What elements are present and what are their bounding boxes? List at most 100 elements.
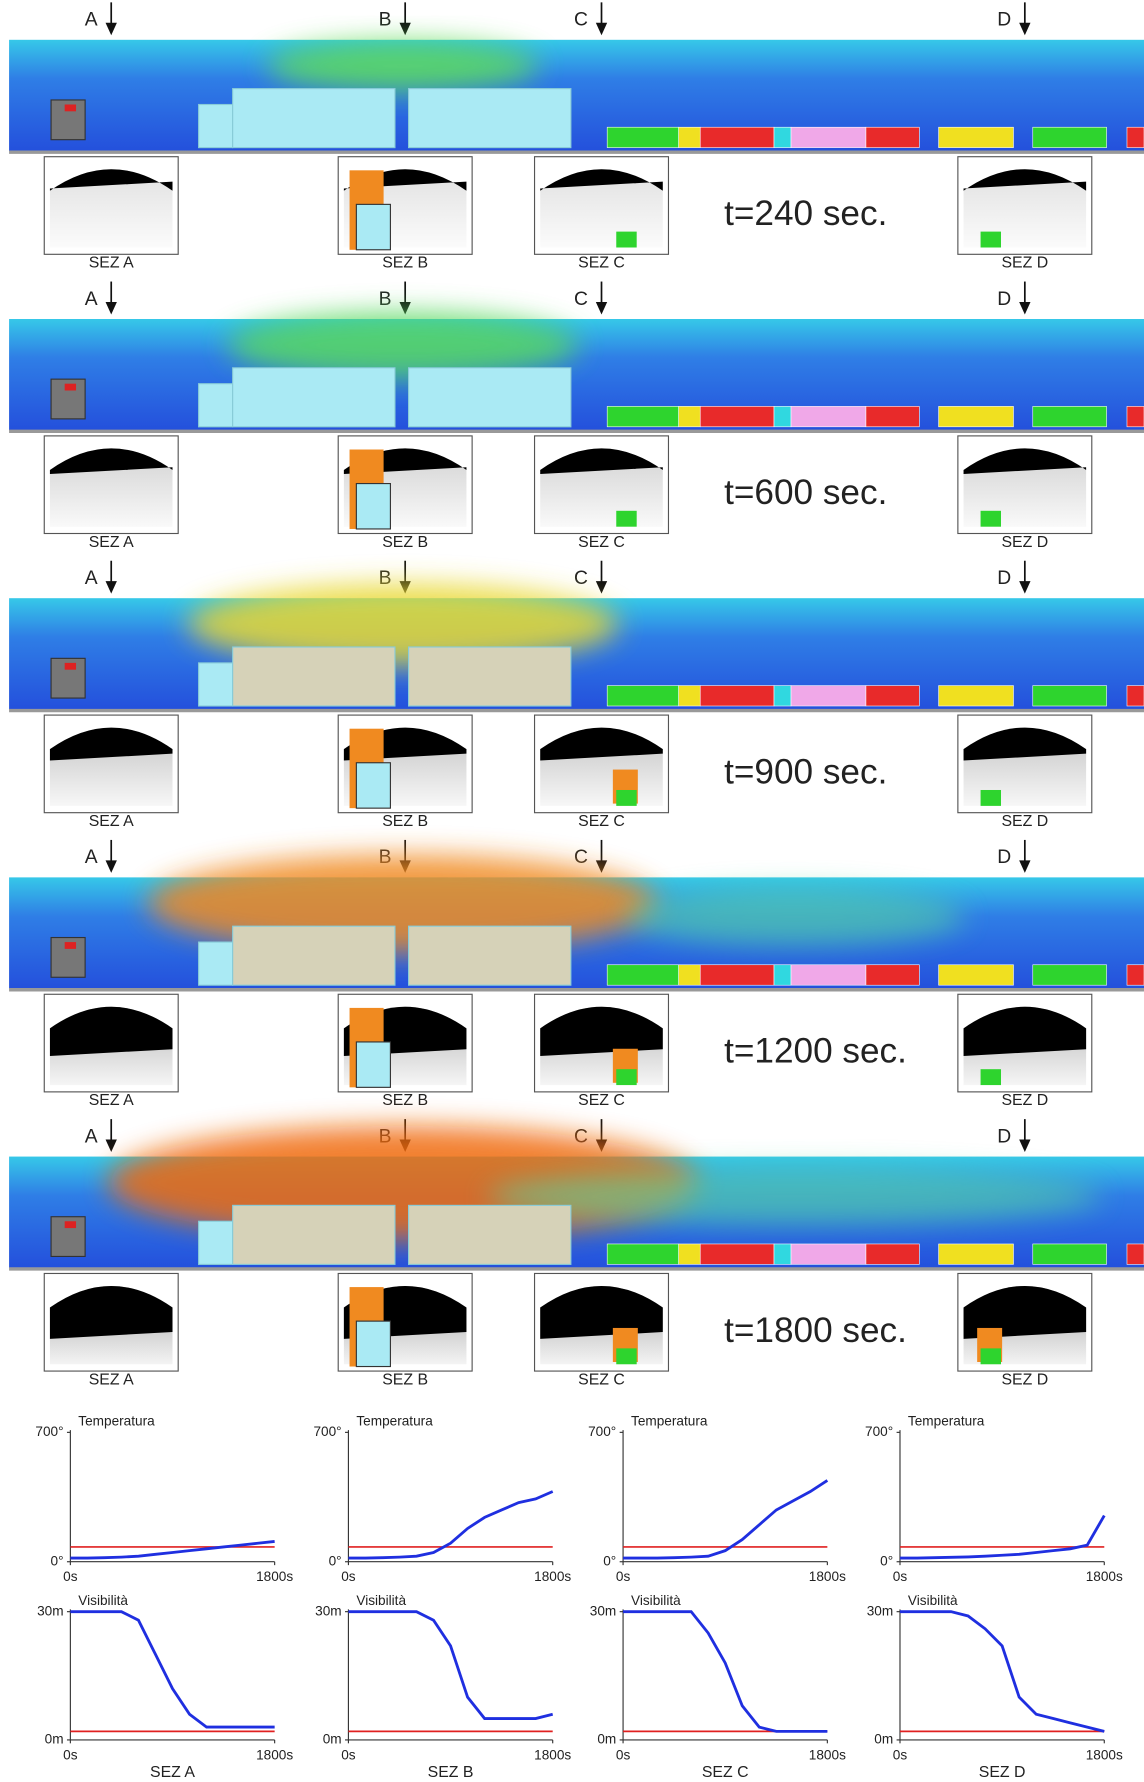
section-marker: A — [85, 847, 98, 868]
marker-arrow-head — [596, 23, 607, 35]
vehicle — [866, 686, 919, 706]
chart-title: Visibilità — [78, 1593, 128, 1608]
section-marker: D — [997, 10, 1011, 31]
section-marker: A — [85, 10, 98, 31]
x-tick-label: 0s — [341, 1569, 356, 1584]
y-tick-label: 0° — [51, 1553, 64, 1568]
vehicle-section — [616, 232, 636, 248]
section-label: SEZ C — [578, 1371, 625, 1388]
vehicle-section — [981, 511, 1001, 527]
section-label: SEZ B — [382, 1371, 428, 1388]
x-tick-label: 0s — [616, 1747, 631, 1762]
vehicle-section — [616, 511, 636, 527]
marker-arrow-head — [106, 581, 117, 593]
section-marker: A — [85, 1126, 98, 1147]
train-car — [233, 647, 395, 706]
vehicle — [700, 965, 774, 985]
x-tick-label: 0s — [616, 1569, 631, 1584]
train-car — [409, 368, 571, 427]
exit-sign — [65, 1221, 76, 1228]
vehicle — [1127, 965, 1144, 985]
train-car — [409, 89, 571, 148]
vehicle — [866, 127, 919, 147]
section-label: SEZ D — [1001, 255, 1048, 272]
train-car — [233, 89, 395, 148]
vehicle — [774, 127, 791, 147]
time-label: t=240 sec. — [724, 194, 887, 233]
x-axis-label: SEZ C — [702, 1764, 749, 1781]
vehicle — [700, 127, 774, 147]
vehicle — [679, 965, 701, 985]
vehicle — [939, 965, 1014, 985]
vehicle — [866, 406, 919, 426]
time-label: t=1800 sec. — [724, 1311, 907, 1350]
section-label: SEZ A — [89, 813, 134, 830]
x-tick-label: 0s — [63, 1569, 78, 1584]
data-line — [70, 1612, 274, 1727]
section-label: SEZ B — [382, 813, 428, 830]
vehicle — [700, 406, 774, 426]
exit-sign — [65, 942, 76, 949]
section-label: SEZ B — [382, 1092, 428, 1109]
vehicle — [791, 406, 866, 426]
chart-title: Visibilità — [356, 1593, 406, 1608]
vehicle — [791, 686, 866, 706]
y-tick-label: 0m — [874, 1732, 893, 1747]
section-label: SEZ A — [89, 1092, 134, 1109]
vehicle — [1127, 1244, 1144, 1264]
vehicle — [774, 406, 791, 426]
y-tick-label: 30m — [315, 1603, 341, 1618]
train-car — [233, 926, 395, 985]
train-section — [356, 484, 390, 529]
vehicle — [939, 1244, 1014, 1264]
marker-arrow-head — [596, 581, 607, 593]
x-tick-label: 1800s — [1086, 1747, 1123, 1762]
train-car — [409, 1205, 571, 1264]
train-car — [199, 384, 233, 427]
x-tick-label: 0s — [63, 1747, 78, 1762]
x-tick-label: 0s — [893, 1747, 908, 1762]
section-marker: A — [85, 568, 98, 589]
section-marker: D — [997, 847, 1011, 868]
y-tick-label: 0° — [329, 1553, 342, 1568]
tunnel-panel — [9, 1126, 1144, 1268]
y-tick-label: 700° — [588, 1424, 616, 1439]
vehicle — [1033, 965, 1107, 985]
vehicle — [774, 1244, 791, 1264]
time-label: t=600 sec. — [724, 473, 887, 512]
time-label: t=900 sec. — [724, 752, 887, 791]
section-marker: D — [997, 289, 1011, 310]
chart-title: Temperatura — [908, 1414, 985, 1429]
marker-arrow-head — [1019, 1140, 1030, 1152]
x-tick-label: 1800s — [534, 1569, 571, 1584]
vehicle-section — [981, 1069, 1001, 1085]
smoke-plume — [148, 855, 659, 953]
exit-sign — [65, 105, 76, 112]
x-tick-label: 1800s — [809, 1747, 846, 1762]
x-tick-label: 1800s — [809, 1569, 846, 1584]
train-car — [199, 1221, 233, 1264]
smoke-plume — [267, 41, 539, 91]
section-label: SEZ D — [1001, 1371, 1048, 1388]
x-tick-label: 0s — [341, 1747, 356, 1762]
vehicle — [866, 1244, 919, 1264]
vehicle-section — [616, 1069, 636, 1085]
chart-title: Visibilità — [908, 1593, 958, 1608]
marker-arrow-head — [1019, 581, 1030, 593]
train-car — [199, 942, 233, 985]
train-car — [199, 663, 233, 706]
vehicle — [607, 965, 679, 985]
data-line — [348, 1492, 552, 1559]
vehicle — [607, 406, 679, 426]
vehicle — [774, 965, 791, 985]
data-line — [900, 1612, 1104, 1732]
section-label: SEZ C — [578, 813, 625, 830]
figure: ABCDSEZ ASEZ BSEZ CSEZ Dt=240 sec.ABCDSE… — [0, 0, 1144, 1782]
vehicle-section — [981, 1348, 1001, 1364]
section-marker: A — [85, 289, 98, 310]
vehicle — [791, 965, 866, 985]
y-tick-label: 700° — [865, 1424, 893, 1439]
vehicle-section — [981, 790, 1001, 806]
tunnel-panel — [9, 312, 1144, 430]
marker-arrow-head — [1019, 860, 1030, 872]
